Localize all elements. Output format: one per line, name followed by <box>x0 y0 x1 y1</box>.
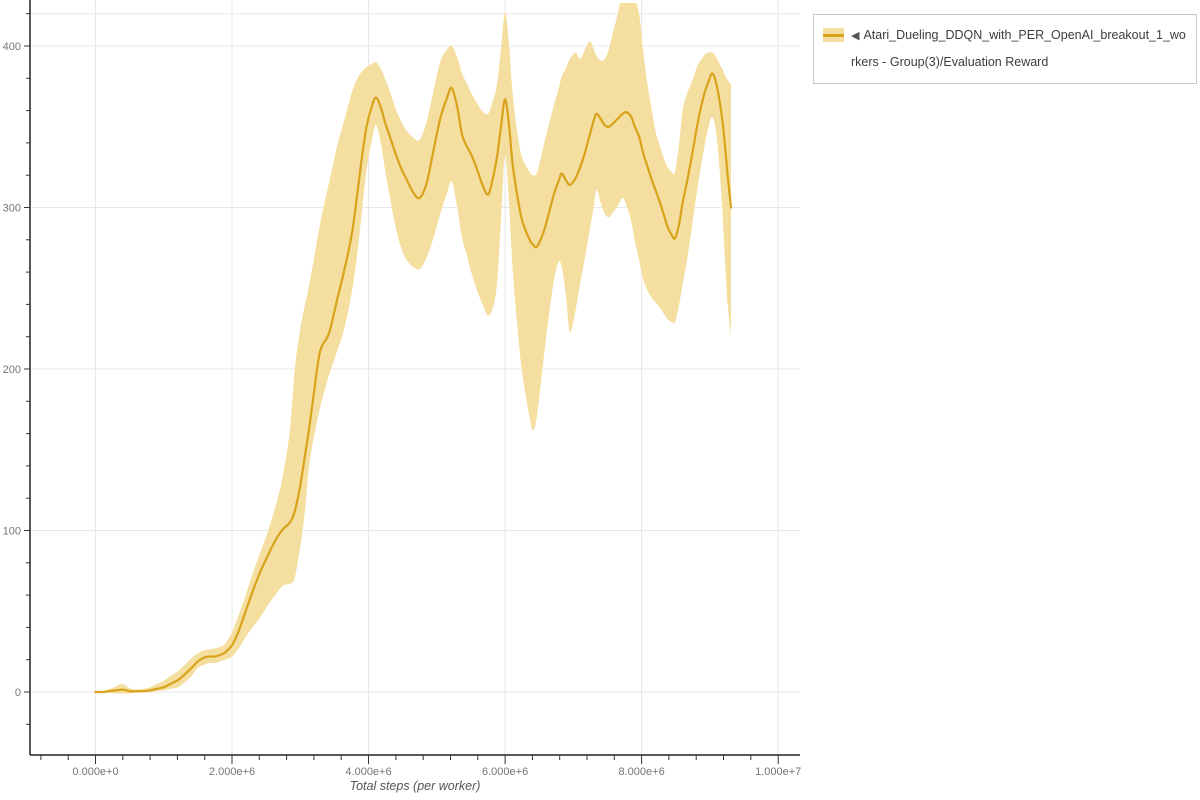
legend-series-swatch <box>823 28 844 42</box>
legend-entry[interactable]: ◀ Atari_Dueling_DDQN_with_PER_OpenAI_brea… <box>851 22 1186 75</box>
tick-labels: 0.000e+0 2.000e+6 4.000e+6 6.000e+6 8.000e+6… <box>3 41 802 778</box>
legend-swatch-line-icon <box>823 33 844 37</box>
x-tick-label: 6.000e+6 <box>482 766 528 778</box>
x-axis-title: Total steps (per worker) <box>349 779 481 793</box>
legend-collapse-icon[interactable]: ◀ <box>851 30 860 42</box>
x-tick-label: 0.000e+0 <box>72 766 118 778</box>
uncertainty-band <box>95 3 731 694</box>
legend-box[interactable]: ◀ Atari_Dueling_DDQN_with_PER_OpenAI_brea… <box>813 14 1197 84</box>
mean-reward-line <box>94 72 733 694</box>
legend-series-label[interactable]: Atari_Dueling_DDQN_with_PER_OpenAI_break… <box>851 28 1186 69</box>
y-tick-label: 0 <box>15 687 21 699</box>
x-tick-label: 8.000e+6 <box>619 766 665 778</box>
y-tick-label: 400 <box>3 41 21 53</box>
x-tick-label: 2.000e+6 <box>209 766 255 778</box>
y-tick-label: 200 <box>3 364 21 376</box>
axes <box>29 0 800 756</box>
x-tick-label: 1.000e+7 <box>755 766 801 778</box>
y-tick-label: 300 <box>3 203 21 215</box>
x-tick-label: 4.000e+6 <box>345 766 391 778</box>
ticks <box>24 13 779 764</box>
y-tick-label: 100 <box>3 526 21 538</box>
